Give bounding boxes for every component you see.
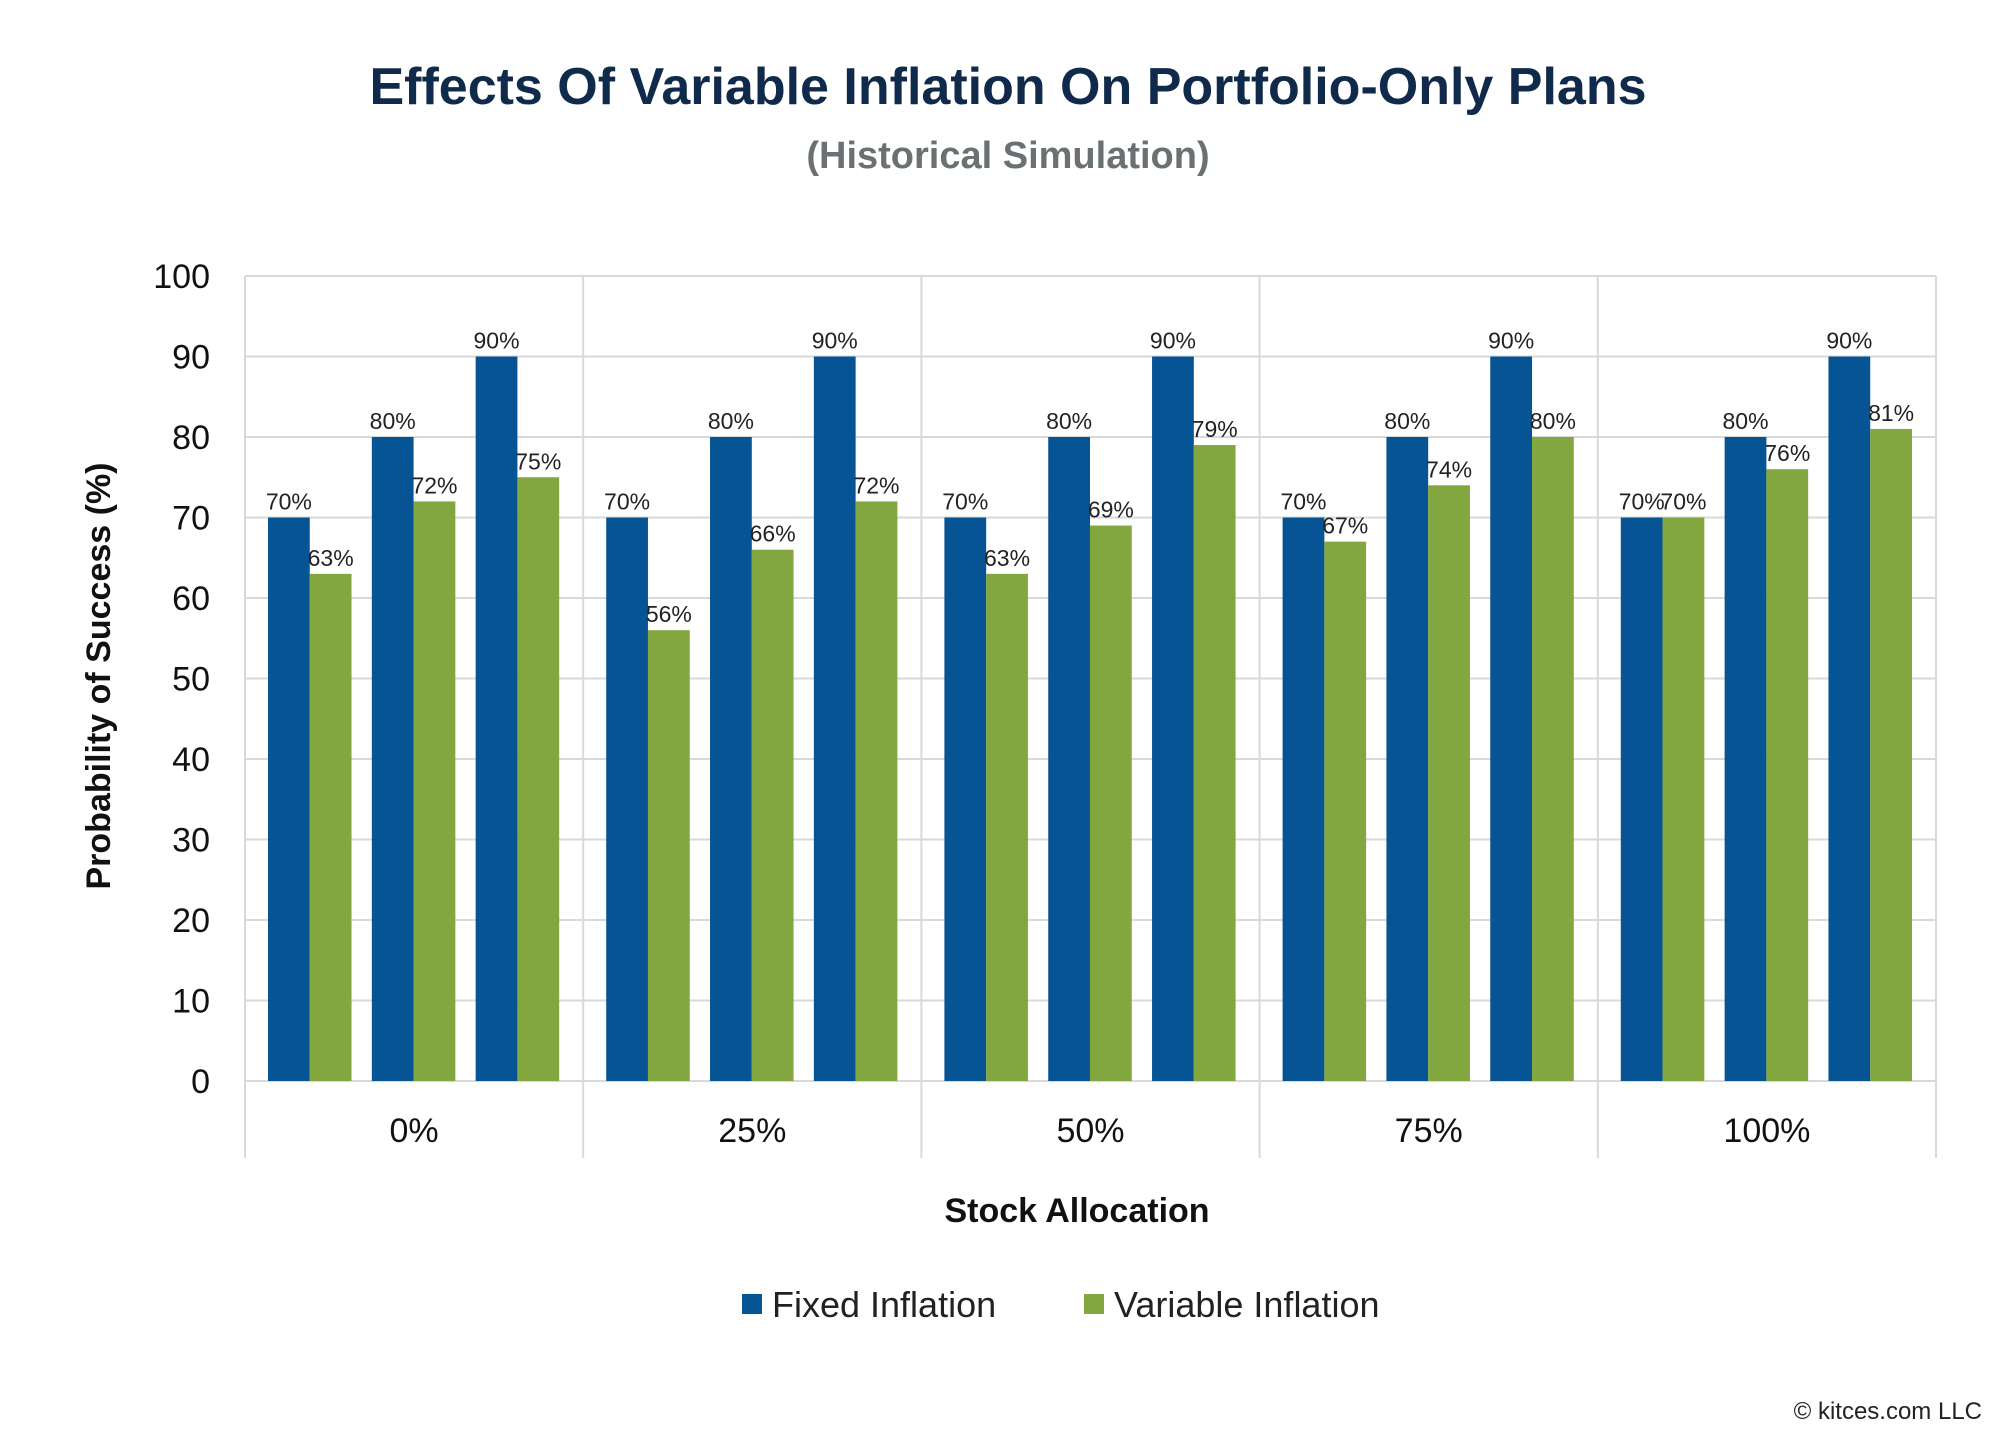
x-category-label: 25% [718, 1112, 786, 1150]
data-label: 80% [1384, 408, 1430, 434]
bar-variable-inflation [517, 477, 560, 1081]
x-category-label: 75% [1395, 1112, 1463, 1150]
data-label: 70% [942, 489, 988, 515]
bar-variable-inflation [1662, 517, 1705, 1081]
legend-swatch-fixed [742, 1294, 762, 1314]
data-label: 56% [646, 601, 692, 627]
bar-fixed-inflation [475, 356, 518, 1081]
bar-variable-inflation [1089, 525, 1132, 1081]
y-tick-label: 90 [172, 339, 210, 377]
bar-variable-inflation [309, 573, 352, 1081]
bar-fixed-inflation [1048, 437, 1090, 1081]
bar-fixed-inflation [710, 437, 752, 1081]
bar-fixed-inflation [1620, 517, 1663, 1081]
legend-label-fixed: Fixed Inflation [772, 1284, 996, 1325]
data-label: 80% [708, 408, 754, 434]
bar-variable-inflation [1870, 428, 1912, 1081]
data-label: 63% [308, 545, 354, 571]
bar-fixed-inflation [813, 356, 856, 1081]
x-axis-title: Stock Allocation [944, 1192, 1209, 1230]
bars [267, 356, 1912, 1081]
bar-variable-inflation [986, 573, 1028, 1081]
data-label: 79% [1192, 416, 1238, 442]
y-tick-label: 20 [172, 902, 210, 940]
data-label: 80% [1530, 408, 1576, 434]
data-label: 90% [812, 328, 858, 354]
bar-fixed-inflation [1282, 517, 1325, 1081]
bar-fixed-inflation [606, 517, 648, 1081]
data-label: 69% [1088, 497, 1134, 523]
data-label: 72% [853, 472, 899, 498]
data-label: 70% [266, 489, 312, 515]
data-label: 80% [370, 408, 416, 434]
bar-variable-inflation [751, 549, 794, 1081]
data-label: 70% [1660, 489, 1706, 515]
x-category-label: 50% [1056, 1112, 1124, 1150]
data-label: 70% [604, 489, 650, 515]
y-tick-label: 50 [172, 661, 210, 699]
x-axis-categories: 0% 25% 50% 75% 100% [390, 1112, 1811, 1150]
y-tick-label: 10 [172, 983, 210, 1021]
data-label: 70% [1619, 489, 1665, 515]
bar-fixed-inflation [1490, 356, 1533, 1081]
data-label: 70% [1280, 489, 1326, 515]
bar-variable-inflation [1193, 445, 1236, 1081]
bar-variable-inflation [855, 501, 898, 1081]
copyright: © kitces.com LLC [1794, 1398, 1982, 1425]
data-label: 75% [515, 448, 561, 474]
bar-variable-inflation [1428, 485, 1470, 1081]
bar-fixed-inflation [267, 517, 310, 1081]
bar-fixed-inflation [1724, 437, 1767, 1081]
bar-variable-inflation [1324, 541, 1367, 1081]
data-label: 67% [1322, 513, 1368, 539]
bar-fixed-inflation [1386, 437, 1429, 1081]
data-label: 90% [474, 328, 520, 354]
y-tick-label: 0 [191, 1063, 210, 1101]
bar-variable-inflation [413, 501, 456, 1081]
x-category-label: 0% [390, 1112, 439, 1150]
data-label: 74% [1426, 456, 1472, 482]
x-category-label: 100% [1723, 1112, 1810, 1150]
data-label: 72% [411, 472, 457, 498]
y-tick-label: 40 [172, 741, 210, 779]
y-tick-label: 70 [172, 500, 210, 538]
y-axis-title: Probability of Success (%) [80, 463, 118, 890]
legend: Fixed Inflation Variable Inflation [742, 1284, 1380, 1325]
bar-fixed-inflation [944, 517, 987, 1081]
data-label: 80% [1046, 408, 1092, 434]
legend-label-variable: Variable Inflation [1114, 1284, 1380, 1325]
y-tick-label: 60 [172, 580, 210, 618]
y-tick-label: 30 [172, 822, 210, 860]
data-label: 80% [1722, 408, 1768, 434]
y-axis-ticks: 0 10 20 30 40 50 60 70 80 90 100 [153, 258, 210, 1101]
bar-variable-inflation [1532, 437, 1574, 1081]
bar-fixed-inflation [1828, 356, 1871, 1081]
data-label: 66% [750, 521, 796, 547]
data-label: 90% [1488, 328, 1534, 354]
bar-fixed-inflation [371, 437, 414, 1081]
y-tick-label: 100 [153, 258, 210, 296]
legend-swatch-variable [1084, 1294, 1104, 1314]
bar-variable-inflation [1766, 469, 1809, 1081]
data-label: 90% [1826, 328, 1872, 354]
bar-fixed-inflation [1152, 356, 1194, 1081]
data-label: 63% [984, 545, 1030, 571]
y-tick-label: 80 [172, 419, 210, 457]
data-label: 76% [1764, 440, 1810, 466]
data-label: 81% [1868, 400, 1914, 426]
data-label: 90% [1150, 328, 1196, 354]
chart-title: Effects Of Variable Inflation On Portfol… [369, 58, 1646, 116]
chart-subtitle: (Historical Simulation) [806, 135, 1209, 177]
bar-variable-inflation [647, 630, 690, 1081]
data-labels: 70%63%80%72%90%75%70%56%80%66%90%72%70%6… [266, 328, 1914, 628]
